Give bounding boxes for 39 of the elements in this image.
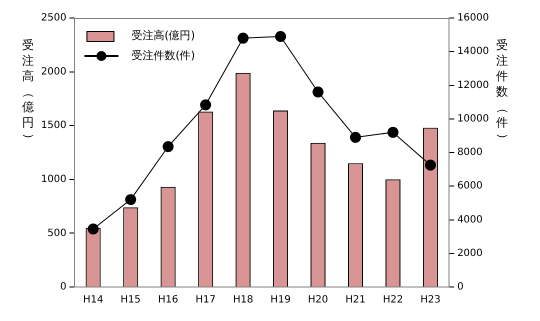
- x-tick-label: H22: [382, 294, 404, 306]
- y2-tick-label: 0: [457, 282, 464, 293]
- y2-tick-label: 10000: [457, 113, 489, 124]
- point: [275, 30, 286, 42]
- x-tick-label: H19: [270, 294, 291, 306]
- y-tick-label: 1000: [40, 174, 66, 185]
- x-tick-label: H23: [420, 294, 441, 306]
- point: [387, 126, 398, 138]
- point: [350, 132, 362, 143]
- x-tick-label: H14: [83, 294, 104, 306]
- point: [125, 194, 136, 206]
- y2-axis-title: 受注件数（件）: [496, 38, 510, 145]
- x-tick-label: H21: [345, 294, 366, 306]
- point: [88, 223, 99, 234]
- y2-tick-label: 6000: [457, 180, 483, 192]
- point: [238, 32, 249, 44]
- y-tick-label: 2500: [40, 12, 66, 24]
- y-tick-label: 2000: [40, 66, 66, 78]
- y2-tick-label: 14000: [457, 46, 489, 58]
- y2-tick-label: 2000: [457, 248, 483, 259]
- y-tick-label: 0: [60, 282, 66, 293]
- y2-tick-label: 12000: [457, 80, 489, 91]
- point: [424, 160, 436, 171]
- y-tick-label: 1500: [40, 120, 66, 132]
- x-tick-label: H15: [120, 294, 141, 306]
- x-tick-label: H16: [158, 294, 178, 306]
- point: [162, 141, 174, 152]
- legend-label: 受注件数(件): [131, 48, 196, 62]
- point: [200, 99, 212, 110]
- x-tick-label: H18: [232, 294, 254, 306]
- point: [312, 86, 324, 98]
- x-tick-label: H20: [308, 294, 328, 306]
- legend-label: 受注高(億円): [131, 28, 196, 42]
- y2-tick-label: 4000: [457, 214, 483, 226]
- y-tick-label: 500: [47, 228, 66, 239]
- x-tick-label: H17: [195, 294, 216, 306]
- y2-tick-label: 8000: [457, 147, 483, 158]
- y2-tick-label: 16000: [457, 12, 489, 24]
- y-axis-title: 受注高（億円）: [22, 38, 36, 145]
